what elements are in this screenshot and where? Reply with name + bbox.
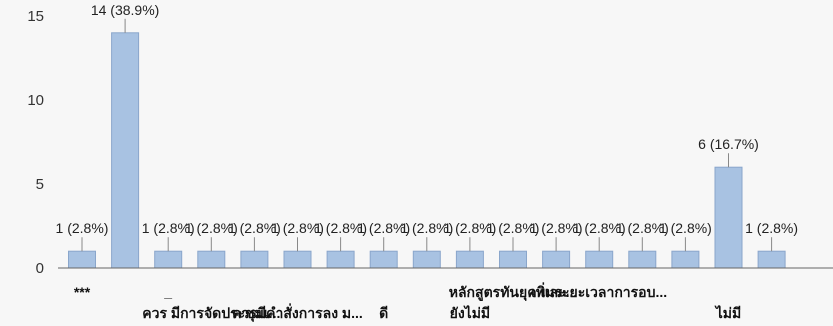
data-label: 1 (2.8%) <box>745 220 798 236</box>
bar <box>671 250 700 269</box>
data-label: 6 (16.7%) <box>698 136 759 152</box>
bar <box>326 250 355 269</box>
bar <box>585 250 614 269</box>
bar <box>412 250 441 269</box>
data-label: 14 (38.9%) <box>91 2 159 18</box>
bar <box>240 250 269 269</box>
bar <box>111 32 140 269</box>
data-label: 1 (2.8%) <box>487 220 540 236</box>
data-label: 1 (2.8%) <box>443 220 496 236</box>
bar <box>154 250 183 269</box>
x-tick-label: หลักสูตรทันยุค และ... <box>449 284 578 301</box>
x-tick-label: ยังไม่มี <box>450 304 491 321</box>
x-tick-label: ควร มีการจัดประชุมเ... <box>142 305 280 322</box>
bar <box>542 250 571 269</box>
bar <box>628 250 657 269</box>
data-label: 1 (2.8%) <box>400 220 453 236</box>
y-tick-label: 5 <box>36 176 44 193</box>
data-label: 1 (2.8%) <box>314 220 367 236</box>
bars <box>68 32 786 269</box>
bar <box>757 250 786 269</box>
bar <box>455 250 484 269</box>
data-label: 1 (2.8%) <box>56 220 109 236</box>
x-tick-label: ไม่มี <box>714 304 742 321</box>
bar <box>369 250 398 269</box>
data-label: 1 (2.8%) <box>573 220 626 236</box>
y-tick-label: 15 <box>27 8 44 25</box>
x-tick-label: *** <box>74 284 91 300</box>
bar <box>499 250 527 269</box>
x-tick-label: ดี <box>379 305 388 321</box>
data-label: 1 (2.8%) <box>357 220 410 236</box>
data-label: 1 (2.8%) <box>530 220 583 236</box>
data-label: 1 (2.8%) <box>142 220 195 236</box>
x-axis-labels: *** _ ควร มีการจัดประชุมเ...ควรมีคำสั่งการ… <box>74 282 741 322</box>
bar <box>68 250 96 269</box>
x-tick-label: เพิ่มระยะเวลาการอบ... <box>531 282 667 300</box>
data-label: 1 (2.8%) <box>616 220 669 236</box>
bar <box>714 166 743 269</box>
y-tick-label: 10 <box>27 92 44 109</box>
data-label: 1 (2.8%) <box>271 220 324 236</box>
data-label: 1 (2.8%) <box>185 220 238 236</box>
data-label: 1 (2.8%) <box>659 220 712 236</box>
bar <box>197 250 226 269</box>
data-label: 1 (2.8%) <box>228 220 281 236</box>
bar <box>283 250 312 269</box>
y-axis: 0 5 10 15 <box>27 8 44 277</box>
x-tick-label: ควรมีคำสั่งการลง ม... <box>232 303 363 321</box>
y-tick-label: 0 <box>36 260 44 277</box>
x-tick-label: _ <box>163 284 172 300</box>
data-labels: 1 (2.8%)14 (38.9%)1 (2.8%)1 (2.8%)1 (2.8… <box>56 2 798 252</box>
